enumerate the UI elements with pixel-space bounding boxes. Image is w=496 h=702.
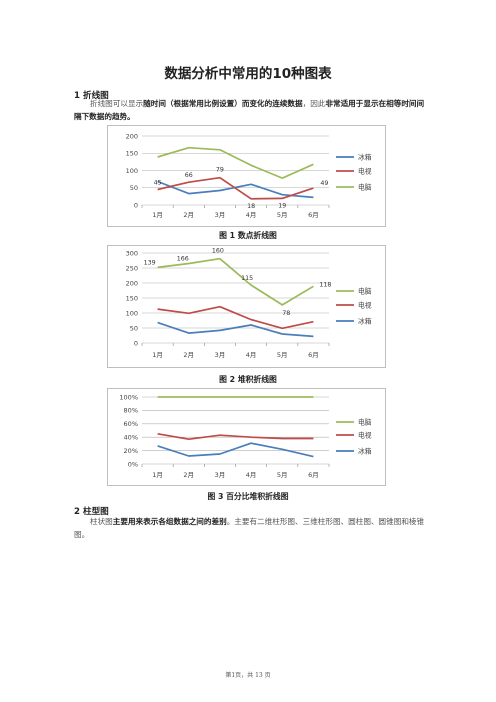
legend-label: 电脑 <box>358 418 372 427</box>
para-2-text-b: 。主要有二维柱形图、三维柱形图、圆柱图、圆锥图和棱锥图。 <box>74 517 425 539</box>
legend-label: 电视 <box>358 301 372 310</box>
x-tick-label: 2月 <box>183 211 194 219</box>
section-2-paragraph: 柱状图主要用来表示各组数据之间的差别。主要有二维柱形图、三维柱形图、圆柱图、圆锥… <box>74 516 426 541</box>
x-tick-label: 4月 <box>246 471 257 479</box>
data-label: 19 <box>278 202 286 209</box>
data-label: 139 <box>144 259 156 266</box>
section-2-heading: 2 柱型图 <box>74 507 109 517</box>
data-label: 49 <box>320 180 328 187</box>
figure-1-caption: 图 1 数点折线图 <box>219 231 277 240</box>
para-2-text-a: 柱状图 <box>90 517 113 526</box>
data-label: 160 <box>212 248 224 255</box>
para-1-emphasis-a: 随时间（根据常用比例设置）而变化的连续数据 <box>143 99 303 108</box>
series-line-电视 <box>157 176 314 200</box>
y-tick-label: 50 <box>130 324 138 332</box>
page-title: 数据分析中常用的10种图表 <box>164 66 332 82</box>
chart-3: 0% 20% 40% 60% 80% 100% 1月 2月 3月 4月 5月 6月 电脑电视冰箱 <box>107 388 386 486</box>
y-tick-label: 150 <box>126 294 138 302</box>
legend-label: 冰箱 <box>358 153 372 162</box>
data-label: 166 <box>177 256 189 263</box>
legend-label: 电脑 <box>358 183 372 192</box>
x-tick-label: 5月 <box>277 351 288 359</box>
para-1-text-b: ，因此 <box>302 99 326 108</box>
x-tick-label: 6月 <box>308 471 319 479</box>
series-line-冰箱 <box>157 321 314 338</box>
y-tick-label: 200 <box>126 132 138 140</box>
x-tick-label: 6月 <box>308 211 319 219</box>
series-line-冰箱 <box>157 442 314 458</box>
x-tick-label: 3月 <box>215 471 226 479</box>
data-label: 18 <box>247 203 255 210</box>
y-tick-label: 200 <box>126 279 138 287</box>
data-label: 78 <box>282 310 290 317</box>
x-tick-label: 5月 <box>277 211 288 219</box>
series-line-电脑 <box>157 146 314 179</box>
data-label: 79 <box>216 167 224 174</box>
x-tick-label: 3月 <box>215 351 226 359</box>
legend-label: 冰箱 <box>358 317 372 326</box>
figure-2-caption: 图 2 堆积折线图 <box>219 375 277 384</box>
data-label: 115 <box>241 275 253 282</box>
chart-2-svg: 0 50 100 150 200 250 300 1月 2月 3月 4月 5月 6月 139 166 160 1… <box>126 248 372 359</box>
x-tick-label: 4月 <box>246 351 257 359</box>
chart-1-svg: 0 50 100 150 200 1月 2月 3月 4月 5月 6月 45 66 79 18 19 49 冰箱电视… <box>126 132 372 219</box>
y-tick-label: 0 <box>134 201 138 209</box>
chart-1: 0 50 100 150 200 1月 2月 3月 4月 5月 6月 45 66 79 18 19 49 冰箱电视… <box>107 125 386 227</box>
legend-label: 电脑 <box>358 287 372 296</box>
series-line-电视 <box>157 305 314 330</box>
y-tick-label: 0 <box>134 339 138 347</box>
figure-3-caption: 图 3 百分比堆积折线图 <box>207 492 289 501</box>
y-tick-label: 60% <box>124 420 138 428</box>
data-label: 118 <box>319 281 331 288</box>
series-line-电视 <box>157 432 314 441</box>
x-tick-label: 1月 <box>152 351 163 359</box>
y-tick-label: 150 <box>126 150 138 158</box>
y-tick-label: 50 <box>130 184 138 192</box>
para-1-emphasis-b: 非常适用于显示在相等时间间隔下数据的趋势。 <box>74 99 425 121</box>
para-1-text-a: 折线图可以显示 <box>90 99 144 108</box>
y-tick-label: 100 <box>126 167 138 175</box>
x-tick-label: 2月 <box>183 471 194 479</box>
x-tick-label: 4月 <box>246 211 257 219</box>
para-2-emphasis: 主要用来表示各组数据之间的差别 <box>112 517 227 526</box>
y-tick-label: 300 <box>126 249 138 257</box>
legend-label: 电视 <box>358 167 372 176</box>
y-tick-label: 0% <box>128 460 138 468</box>
y-tick-label: 250 <box>126 264 138 272</box>
x-tick-label: 1月 <box>152 211 163 219</box>
x-tick-label: 2月 <box>183 351 194 359</box>
legend-label: 冰箱 <box>358 447 372 456</box>
y-tick-label: 20% <box>124 447 138 455</box>
x-tick-label: 6月 <box>308 351 319 359</box>
section-1-heading: 1 折线图 <box>74 91 109 101</box>
data-label: 66 <box>185 172 193 179</box>
data-label: 45 <box>154 179 162 186</box>
series-line-电脑 <box>157 257 314 306</box>
y-tick-label: 100% <box>119 393 138 401</box>
y-tick-label: 80% <box>124 407 138 415</box>
page-footer: 第1页，共 13 页 <box>225 672 271 679</box>
chart-2: 0 50 100 150 200 250 300 1月 2月 3月 4月 5月 6月 139 166 160 1… <box>107 245 386 368</box>
y-tick-label: 100 <box>126 309 138 317</box>
x-tick-label: 1月 <box>152 471 163 479</box>
y-tick-label: 40% <box>124 434 138 442</box>
x-tick-label: 3月 <box>215 211 226 219</box>
x-tick-label: 5月 <box>277 471 288 479</box>
legend-label: 电视 <box>358 431 372 440</box>
section-1-paragraph: 折线图可以显示随时间（根据常用比例设置）而变化的连续数据，因此非常适用于显示在相… <box>74 98 426 123</box>
